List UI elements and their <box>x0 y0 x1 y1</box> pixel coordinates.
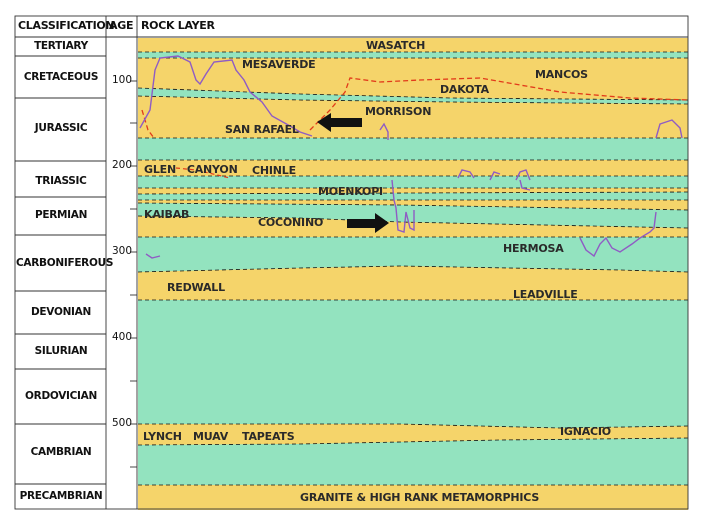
layer-lynch: LYNCH <box>143 430 182 443</box>
layer-coconino: COCONINO <box>258 216 324 229</box>
layer-muav: MUAV <box>193 430 229 443</box>
layer-kaibab: KAIBAB <box>144 208 190 221</box>
permian-band <box>138 203 688 228</box>
classification-carboniferous: CARBONIFEROUS <box>16 257 114 269</box>
cambrian-band <box>138 438 688 485</box>
mancos-boundary-line <box>141 77 689 139</box>
layer-hermosa: HERMOSA <box>503 242 564 255</box>
classification-ordovician: ORDOVICIAN <box>25 390 97 402</box>
layer-tapeats: TAPEATS <box>242 430 295 443</box>
classification-cambrian: CAMBRIAN <box>30 446 92 458</box>
layer-mancos: MANCOS <box>535 68 588 81</box>
classification-precambrian: PRECAMBRIAN <box>19 490 103 502</box>
tertiary-band <box>138 52 688 58</box>
glen-canyon-red-line <box>175 167 231 179</box>
layer-leadville: LEADVILLE <box>513 288 578 301</box>
layer-granite: GRANITE & HIGH RANK METAMORPHICS <box>300 491 540 504</box>
layer-san-rafael: SAN RAFAEL <box>225 123 299 136</box>
classification-tertiary: TERTIARY <box>34 40 88 52</box>
layer-chinle: CHINLE <box>252 164 296 177</box>
header-classification: CLASSIFICATION <box>18 19 115 32</box>
layer-glen-canyon: GLEN CANYON <box>144 163 238 176</box>
layer-wasatch: WASATCH <box>366 39 426 52</box>
age-tick-100: 100 <box>111 74 132 86</box>
layer-mesaverde: MESAVERDE <box>242 58 316 71</box>
classification-cretaceous: CRETACEOUS <box>23 71 99 83</box>
layer-ignacio: IGNACIO <box>560 425 611 438</box>
classification-triassic: TRIASSIC <box>35 175 87 187</box>
header-rock-layer: ROCK LAYER <box>141 19 215 32</box>
classification-silurian: SILURIAN <box>34 345 88 357</box>
classification-permian: PERMIAN <box>34 209 88 221</box>
purple-contact-lines <box>139 55 683 259</box>
layer-boundaries <box>137 51 689 486</box>
rock-layers <box>138 38 688 510</box>
cretaceous-band <box>138 88 688 104</box>
age-tick-300: 300 <box>111 245 132 257</box>
arrow-icon-coconino <box>347 213 389 233</box>
age-ticks <box>130 80 137 468</box>
sandstone-background <box>138 38 688 510</box>
header-age: AGE <box>109 19 134 32</box>
arrow-icon-morrison <box>317 113 362 132</box>
layer-redwall: REDWALL <box>167 281 225 294</box>
age-tick-200: 200 <box>111 159 132 171</box>
triassic-band-1 <box>138 176 688 188</box>
classification-devonian: DEVONIAN <box>31 306 91 318</box>
triassic-band-2 <box>138 192 688 200</box>
age-tick-400: 400 <box>111 331 132 343</box>
age-tick-500: 500 <box>111 417 132 429</box>
layer-dakota: DAKOTA <box>440 83 489 96</box>
layer-morrison: MORRISON <box>365 105 432 118</box>
jurassic-band <box>138 138 688 160</box>
layer-moenkopi: MOENKOPI <box>318 185 383 198</box>
classification-jurassic: JURASSIC <box>34 122 88 134</box>
carboniferous-band-2 <box>138 300 688 428</box>
carboniferous-band-1 <box>138 237 688 272</box>
table-grid <box>14 15 689 510</box>
